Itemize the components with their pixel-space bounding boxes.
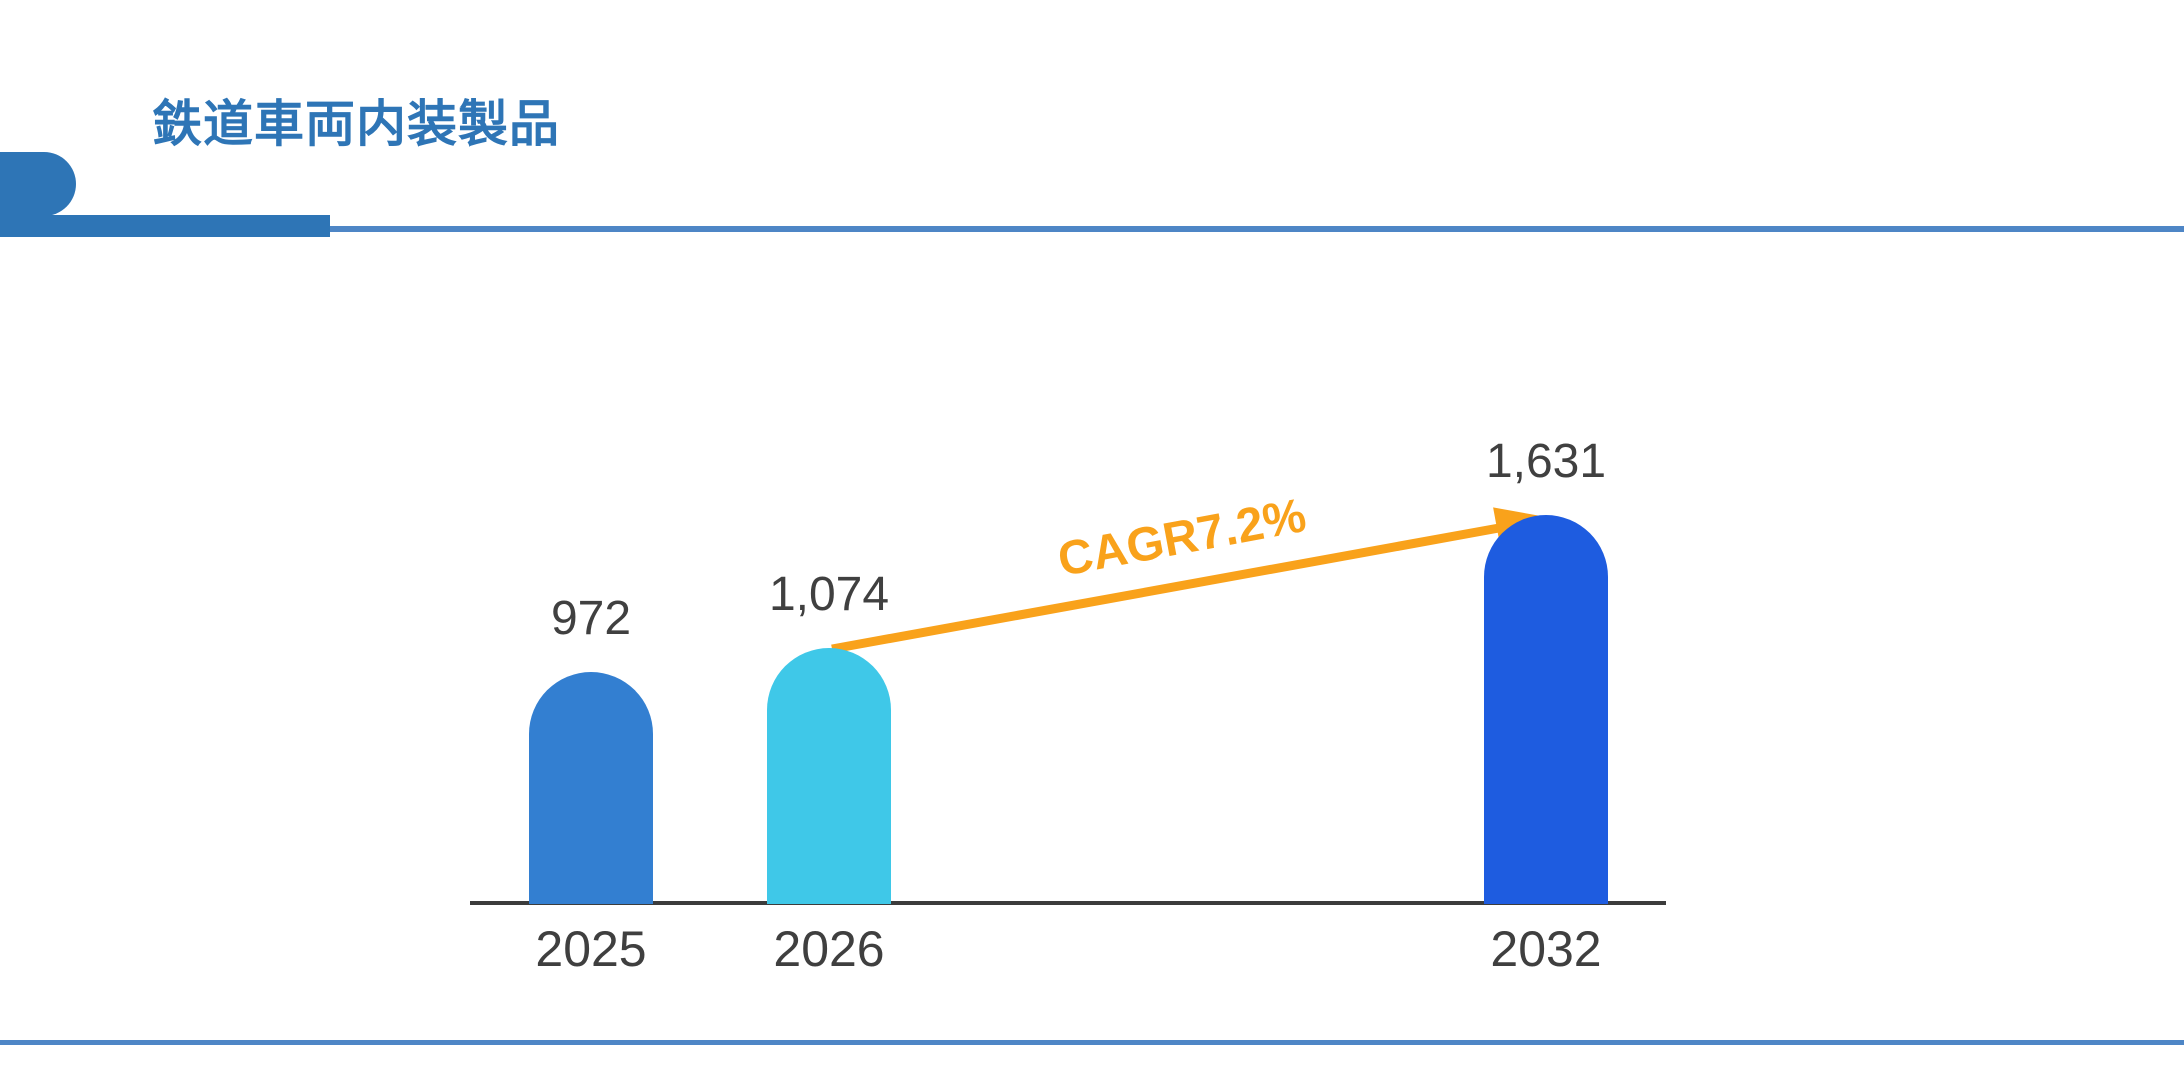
cagr-annotation: CAGR7.2% (1053, 489, 1311, 587)
bar-2026 (767, 648, 891, 904)
x-tick-label: 2026 (773, 921, 885, 977)
x-tick-label: 2032 (1490, 921, 1602, 977)
header-accent-bar (0, 215, 330, 237)
x-tick-label: 2025 (535, 921, 647, 977)
header-rule-line (330, 226, 2184, 232)
x-axis-line (470, 901, 1666, 905)
footer-rule-line (0, 1040, 2184, 1045)
page-title: 鉄道車両内装製品 (152, 96, 560, 152)
bar-value-label: 1,074 (768, 568, 890, 621)
bar-value-label: 972 (550, 592, 632, 645)
bar-2025 (529, 672, 653, 904)
bar-2032 (1484, 515, 1608, 904)
bar-value-label: 1,631 (1485, 435, 1607, 488)
header-tab-shape (0, 152, 76, 216)
